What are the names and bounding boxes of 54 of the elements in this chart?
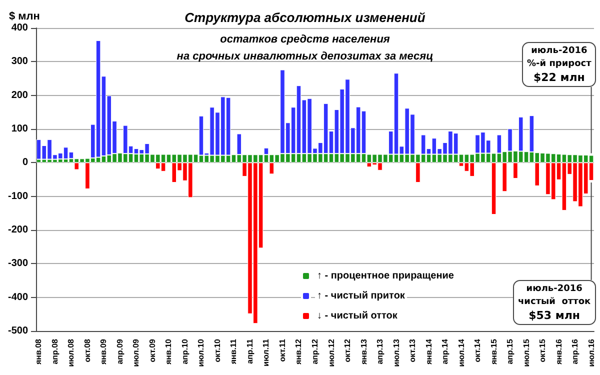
text: остатков средств населения на срочных инвалютных депозитах за месяц bbox=[176, 34, 434, 62]
chart-title: Структура абсолютных изменений bbox=[184, 10, 426, 25]
x-tick-label: апр.11 bbox=[245, 338, 254, 364]
x-tick-label: янв.08 bbox=[34, 338, 44, 365]
x-tick-label: янв.13 bbox=[359, 338, 368, 365]
x-tick-label: окт.12 bbox=[343, 338, 352, 362]
x-tick-label: апр.08 bbox=[50, 338, 60, 364]
y-tick-label: -400 bbox=[8, 292, 28, 303]
x-tick-label: июл.11 bbox=[262, 338, 271, 366]
x-tick-label: окт.13 bbox=[408, 338, 418, 362]
y-tick-label: -300 bbox=[8, 258, 28, 270]
x-tick-label: июл.09 bbox=[132, 338, 141, 367]
y-tick-label: 0 bbox=[22, 157, 28, 168]
x-tick-label: окт.15 bbox=[538, 338, 548, 362]
x-tick-label: янв.12 bbox=[294, 338, 304, 365]
x-tick-label: апр.16 bbox=[570, 338, 580, 364]
x-tick-label: июл.15 bbox=[522, 338, 531, 367]
x-tick-label: июл.08 bbox=[66, 338, 76, 367]
x-tick-label: янв.15 bbox=[489, 338, 498, 365]
legend-label: ↓ - чистый отток bbox=[317, 310, 398, 322]
x-tick-label: апр.13 bbox=[376, 338, 385, 364]
x-tick-label: янв.09 bbox=[99, 338, 108, 365]
x-tick-label: июл.16 bbox=[586, 338, 596, 367]
x-tick-label: апр.14 bbox=[440, 338, 450, 364]
y-tick-label: -200 bbox=[8, 224, 28, 236]
x-tick-label: июл.12 bbox=[326, 338, 336, 367]
x-tick-label: окт.14 bbox=[473, 338, 482, 362]
y-tick-label: 100 bbox=[11, 124, 28, 134]
x-tick-label: июл.14 bbox=[456, 338, 466, 367]
y-tick-label: 400 bbox=[11, 22, 28, 34]
legend-label: ↑ - процентное приращение bbox=[317, 270, 454, 282]
x-tick-label: янв.10 bbox=[164, 338, 174, 365]
y-tick-label: -100 bbox=[8, 190, 28, 202]
x-tick-label: окт.11 bbox=[278, 338, 287, 362]
y-tick-label: 300 bbox=[11, 56, 28, 68]
x-tick-label: июл.10 bbox=[196, 338, 206, 367]
x-tick-label: апр.09 bbox=[115, 338, 124, 364]
y-axis-title: $ млн bbox=[9, 10, 40, 22]
x-tick-label: окт.08 bbox=[82, 338, 92, 362]
y-tick-label: 200 bbox=[11, 90, 28, 101]
x-tick-label: апр.10 bbox=[180, 338, 190, 364]
x-tick-label: окт.09 bbox=[148, 338, 157, 362]
x-tick-label: окт.10 bbox=[212, 338, 222, 362]
x-tick-label: янв.11 bbox=[229, 338, 238, 364]
x-tick-label: апр.12 bbox=[310, 338, 320, 364]
legend-label: ↑ - чистый приток bbox=[317, 290, 406, 302]
x-tick-label: янв.14 bbox=[424, 338, 434, 365]
annotation: июль-2016 %-й прирост $22 млн bbox=[527, 45, 592, 84]
annotation: июль-2016 чистый отток $53 млн bbox=[518, 283, 591, 322]
y-tick-label: -500 bbox=[8, 326, 28, 336]
x-tick-label: апр.15 bbox=[506, 338, 515, 364]
x-tick-label: июл.13 bbox=[392, 338, 401, 367]
bar bbox=[74, 162, 80, 170]
x-tick-label: янв.16 bbox=[554, 338, 564, 365]
